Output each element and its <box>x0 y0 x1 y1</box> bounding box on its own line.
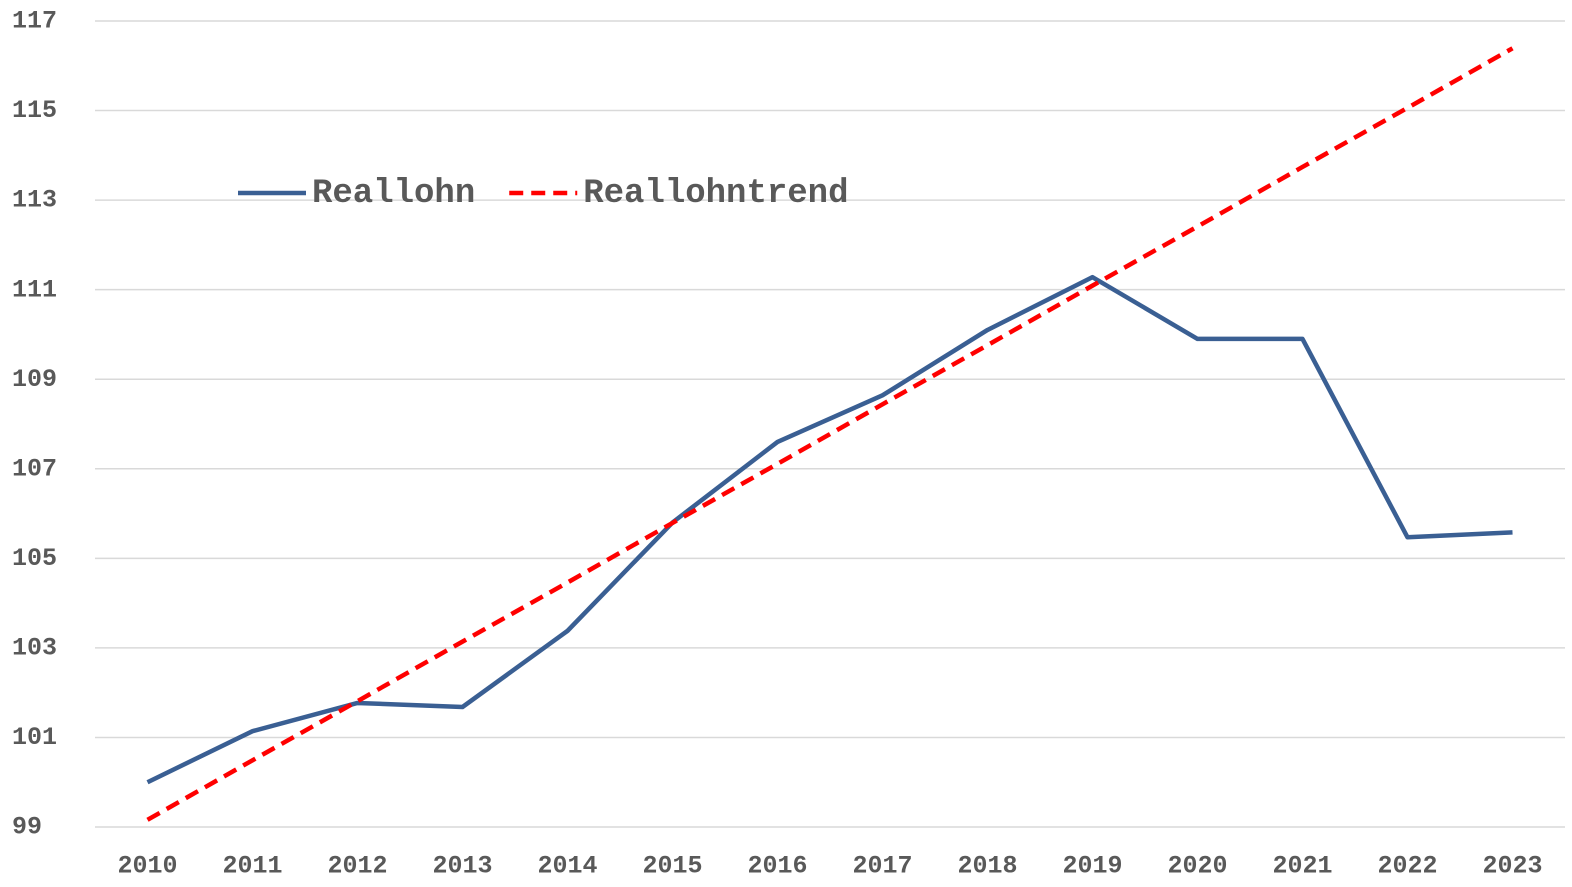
legend-label: Reallohn <box>312 175 475 213</box>
legend-label: Reallohntrend <box>583 175 848 213</box>
x-tick-label: 2013 <box>432 852 492 881</box>
x-tick-label: 2018 <box>957 852 1017 881</box>
x-tick-label: 2022 <box>1377 852 1437 881</box>
x-tick-label: 2010 <box>117 852 177 881</box>
y-tick-label: 103 <box>12 633 57 662</box>
y-tick-label: 101 <box>12 723 57 752</box>
x-tick-label: 2016 <box>747 852 807 881</box>
y-tick-label: 107 <box>12 454 57 483</box>
line-series <box>146 46 1514 822</box>
x-tick-label: 2020 <box>1167 852 1227 881</box>
x-tick-label: 2015 <box>642 852 702 881</box>
y-tick-label: 117 <box>12 7 57 36</box>
x-tick-label: 2023 <box>1482 852 1542 881</box>
y-tick-label: 111 <box>12 275 57 304</box>
y-tick-label: 115 <box>12 96 57 125</box>
y-tick-label: 109 <box>12 365 57 394</box>
x-tick-label: 2019 <box>1062 852 1122 881</box>
line-series <box>146 274 1513 785</box>
x-tick-label: 2011 <box>222 852 282 881</box>
y-tick-label: 99 <box>12 813 42 842</box>
x-tick-label: 2012 <box>327 852 387 881</box>
y-tick-label: 113 <box>12 186 57 215</box>
x-tick-label: 2021 <box>1272 852 1332 881</box>
x-tick-label: 2014 <box>537 852 597 881</box>
y-tick-label: 105 <box>12 544 57 573</box>
x-tick-label: 2017 <box>852 852 912 881</box>
